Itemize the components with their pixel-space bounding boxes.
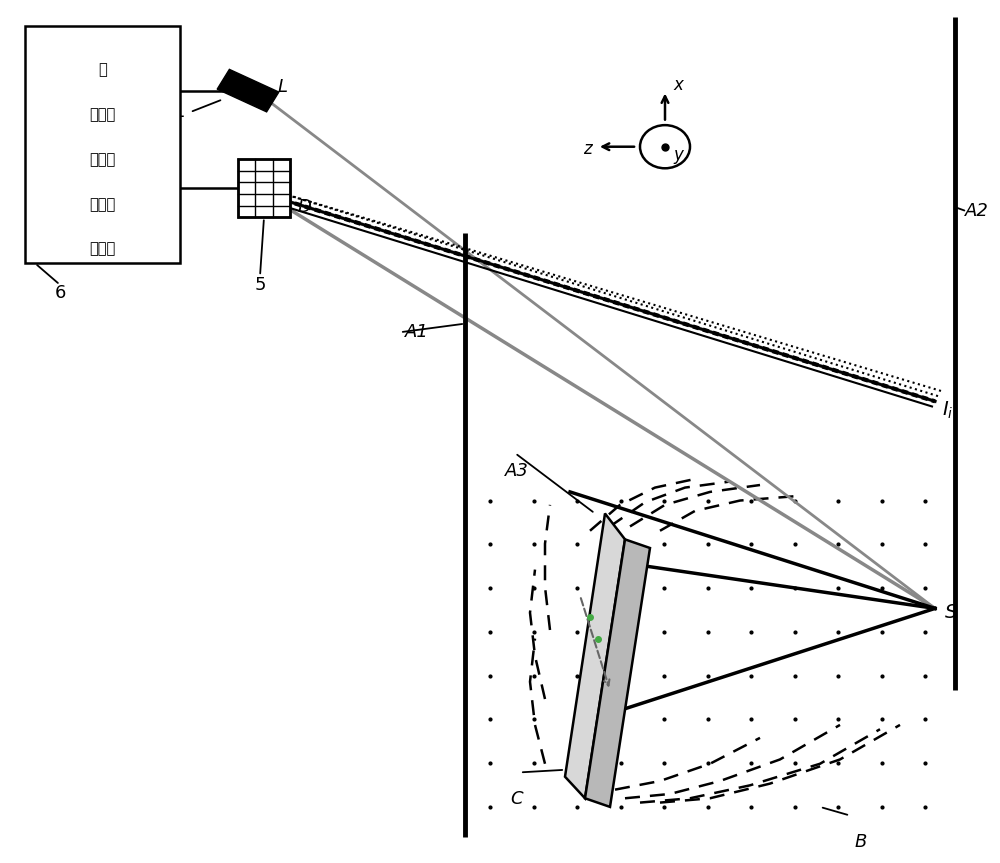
Text: B: B [855, 833, 867, 851]
Text: 子计数: 子计数 [89, 107, 116, 122]
Text: S: S [945, 603, 957, 622]
Text: 6: 6 [55, 285, 66, 302]
Polygon shape [565, 513, 625, 798]
Text: z: z [583, 140, 591, 158]
Text: A2: A2 [965, 203, 989, 220]
Text: L: L [278, 79, 288, 96]
Text: y: y [673, 147, 683, 164]
Text: x: x [673, 76, 683, 93]
Text: C: C [510, 790, 523, 808]
Polygon shape [217, 69, 279, 112]
Text: 5: 5 [255, 276, 266, 293]
Text: 关单光: 关单光 [89, 152, 116, 167]
Text: 器: 器 [98, 62, 107, 77]
Text: D: D [298, 198, 312, 216]
Text: A3: A3 [505, 462, 529, 480]
Bar [238, 159, 290, 217]
Text: $I_i$: $I_i$ [942, 400, 953, 420]
Bar [238, 159, 290, 217]
Polygon shape [585, 539, 650, 807]
Text: 1: 1 [174, 104, 185, 121]
Text: 时间相: 时间相 [89, 197, 116, 211]
Text: 多通道: 多通道 [89, 242, 116, 256]
Bar [25, 26, 180, 263]
Text: A1: A1 [405, 324, 429, 341]
